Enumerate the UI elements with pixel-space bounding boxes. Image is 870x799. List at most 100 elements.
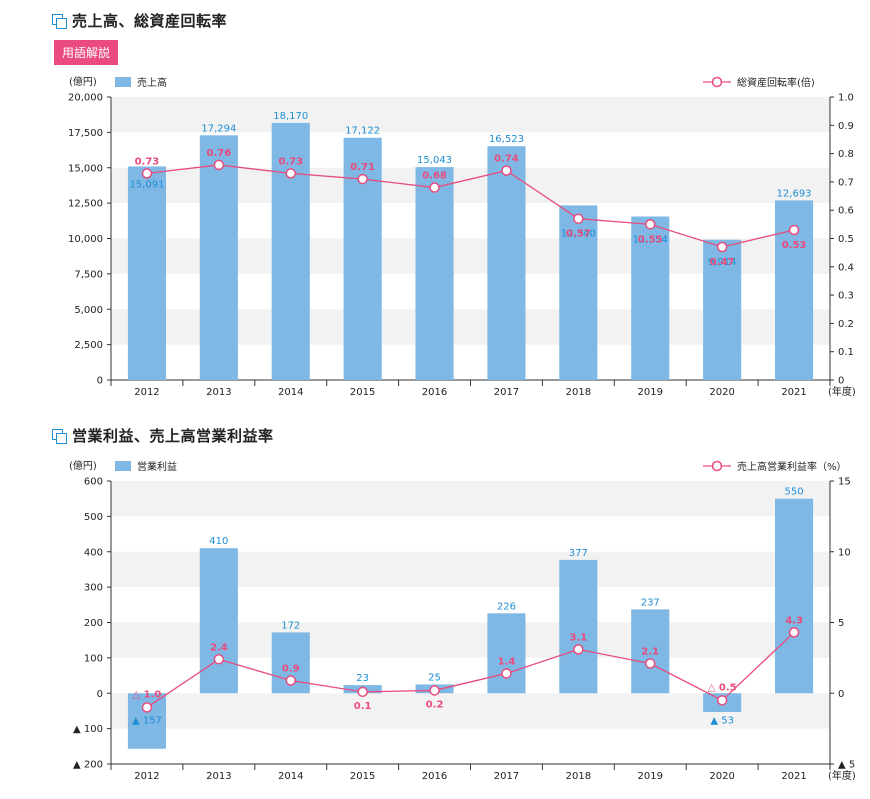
y2-tick-label: 0.2 [838, 319, 854, 330]
section2-title: 営業利益、売上高営業利益率 [52, 425, 274, 446]
y2-tick-label: 0.6 [838, 206, 854, 217]
ratio-point [501, 668, 512, 679]
ratio-point [573, 644, 584, 655]
x-tick-label: 2014 [278, 771, 303, 782]
y-tick-label: 500 [84, 512, 103, 523]
bar-value-label: 12,693 [777, 188, 812, 199]
ratio-point [213, 654, 225, 665]
ratio-point [429, 182, 440, 193]
x-tick-label: 2020 [709, 771, 734, 782]
y-tick-label: ▲ 100 [73, 724, 103, 735]
x-unit-label: (年度) [828, 769, 856, 782]
y-tick-label: 2,500 [74, 340, 103, 351]
line-legend-label: 総資産回転率(倍) [737, 76, 815, 89]
section1-title-text: 売上高、総資産回転率 [72, 12, 228, 30]
ratio-value-label: 0.68 [422, 171, 447, 182]
y2-tick-label: 0.7 [838, 177, 854, 188]
ratio-value-label: 2.4 [210, 642, 228, 653]
bar [559, 205, 598, 380]
bar [559, 559, 598, 694]
y2-tick-label: 0 [838, 689, 844, 700]
x-tick-label: 2021 [781, 387, 806, 398]
ratio-value-label: 0.73 [135, 156, 160, 167]
ratio-value-label: 0.74 [494, 154, 519, 165]
x-tick-label: 2018 [566, 771, 591, 782]
bar-value-label: 237 [641, 597, 660, 608]
y2-tick-label: 0.5 [838, 234, 854, 245]
ratio-value-label: 0.76 [207, 148, 232, 159]
line-legend-marker [711, 460, 723, 472]
left-unit-label: (億円) [69, 75, 97, 88]
x-tick-label: 2019 [638, 771, 663, 782]
ratio-point [645, 658, 656, 669]
bar [199, 548, 238, 694]
ratio-value-label: 1.4 [498, 656, 516, 667]
x-tick-label: 2012 [134, 771, 159, 782]
y2-tick-label: 0.9 [838, 121, 854, 132]
y2-tick-label: 10 [838, 547, 851, 558]
bar-value-label: 17,294 [201, 123, 236, 134]
y-tick-label: 17,500 [68, 128, 103, 139]
bar-value-label: 12,340 [561, 229, 596, 240]
y-tick-label: 15,000 [68, 163, 103, 174]
bar-value-label: 172 [281, 620, 300, 631]
line-legend-label: 売上高営業利益率（%） [737, 460, 847, 473]
bar-value-label: ▲ 157 [132, 715, 162, 726]
section1-title: 売上高、総資産回転率 [52, 10, 227, 31]
ratio-point [573, 213, 584, 224]
x-unit-label: (年度) [828, 385, 856, 398]
x-tick-label: 2014 [278, 387, 303, 398]
bar [631, 216, 670, 380]
ratio-point [501, 165, 512, 176]
bar-legend-label: 営業利益 [137, 460, 177, 473]
bar-value-label: 15,091 [129, 179, 164, 190]
bar [487, 146, 526, 380]
ratio-value-label: 4.3 [785, 615, 803, 626]
bar [487, 613, 526, 694]
x-tick-label: 2018 [566, 387, 591, 398]
bar [631, 609, 670, 694]
bar-value-label: 11,554 [633, 234, 668, 245]
ratio-value-label: 0.73 [278, 156, 303, 167]
y-tick-label: 5,000 [74, 305, 103, 316]
y2-tick-label: 0.4 [838, 262, 854, 273]
ratio-point [357, 686, 368, 698]
line-legend-marker [711, 76, 723, 88]
ratio-line [146, 631, 795, 708]
x-tick-label: 2016 [422, 387, 447, 398]
x-tick-label: 2020 [709, 387, 734, 398]
ratio-point [141, 702, 153, 713]
y2-tick-label: 1.0 [838, 93, 854, 104]
x-tick-label: 2015 [350, 771, 375, 782]
ratio-value-label: 0.71 [350, 162, 375, 173]
bar-value-label: 16,523 [489, 134, 524, 145]
bar-value-label: 377 [569, 548, 588, 559]
bar [415, 167, 454, 380]
bar-value-label: ▲ 53 [710, 715, 734, 726]
grid-band [111, 97, 830, 133]
y-tick-label: ▲ 200 [73, 760, 103, 771]
y2-tick-label: 15 [838, 477, 851, 488]
x-tick-label: 2013 [206, 387, 231, 398]
y-tick-label: 20,000 [68, 93, 103, 104]
glossary-button[interactable]: 用語解説 [54, 40, 119, 65]
x-tick-label: 2019 [638, 387, 663, 398]
ratio-point [788, 627, 800, 638]
bar-value-label: 550 [785, 487, 804, 498]
y-tick-label: 7,500 [74, 269, 103, 280]
y-tick-label: 400 [84, 547, 103, 558]
section-icon [52, 428, 67, 444]
bar-legend-swatch [115, 77, 131, 87]
bar-legend-swatch [115, 461, 131, 471]
y2-tick-label: 5 [838, 618, 844, 629]
bar-value-label: 9,914 [708, 257, 737, 268]
y-tick-label: 10,000 [68, 234, 103, 245]
ratio-value-label: 3.1 [569, 632, 587, 643]
section-icon [52, 13, 67, 29]
bar-value-label: 15,043 [417, 155, 452, 166]
x-tick-label: 2012 [134, 387, 159, 398]
bar-value-label: 410 [209, 536, 228, 547]
sales-chart: 0 2,500 5,000 7,500 10,000 12,500 15,000 17,500… [68, 75, 856, 398]
x-tick-label: 2013 [206, 771, 231, 782]
y-tick-label: 200 [84, 618, 103, 629]
